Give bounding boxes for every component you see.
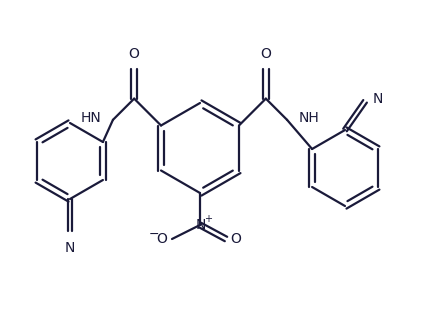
Text: +: + xyxy=(204,214,212,224)
Text: N: N xyxy=(196,218,206,232)
Text: NH: NH xyxy=(299,111,320,125)
Text: HN: HN xyxy=(80,111,101,125)
Text: O: O xyxy=(230,232,241,246)
Text: O: O xyxy=(156,232,167,246)
Text: N: N xyxy=(373,92,383,106)
Text: N: N xyxy=(65,241,75,255)
Text: −: − xyxy=(149,228,159,240)
Text: O: O xyxy=(129,47,139,61)
Text: O: O xyxy=(261,47,271,61)
